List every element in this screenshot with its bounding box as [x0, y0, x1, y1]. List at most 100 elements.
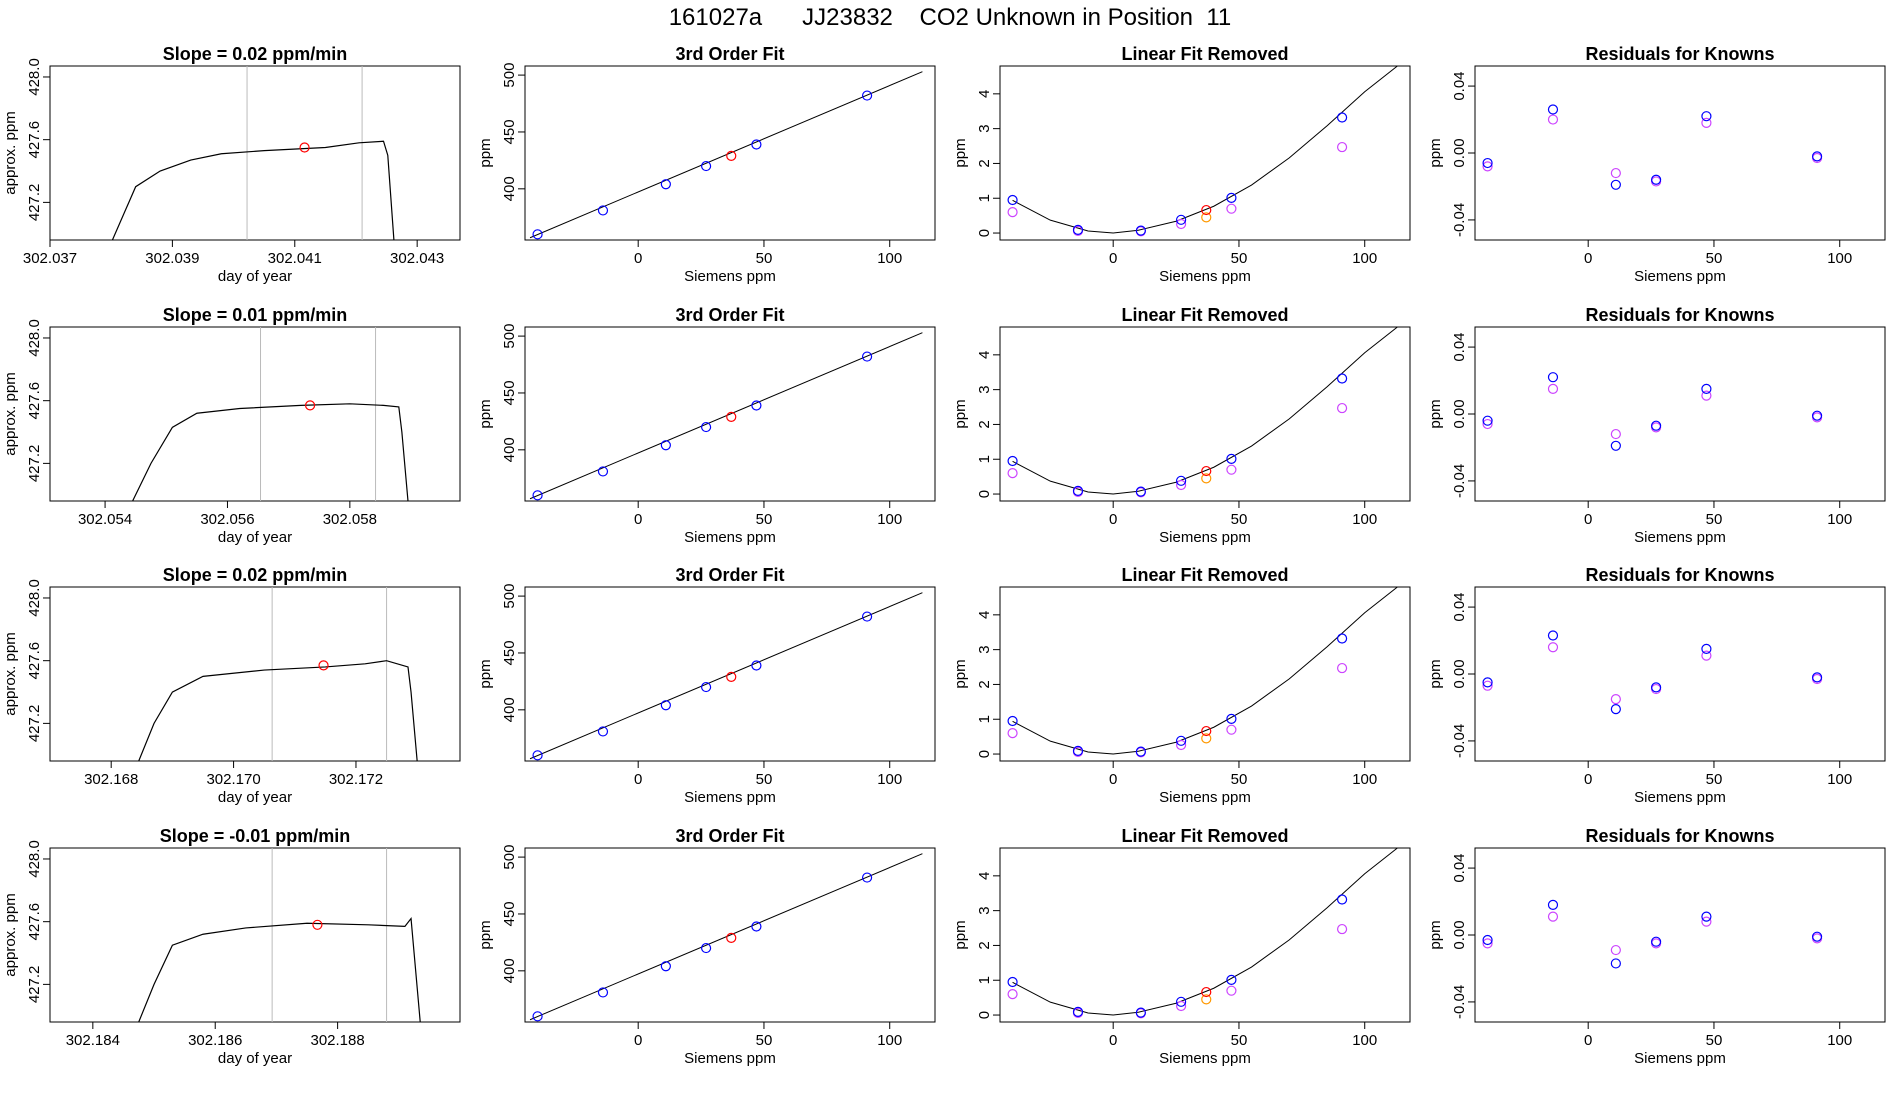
known-point: [660, 440, 671, 451]
y-tick-label: 427.2: [26, 966, 43, 1004]
plot-frame: [999, 65, 1411, 241]
mean-marker-point: [304, 400, 316, 411]
panel-residuals-row3: Residuals for Knowns 0 50 100 -0.04 0.00 0.04 S…: [1427, 565, 1886, 806]
x-tick-label: 100: [1352, 250, 1377, 267]
known-point: [1651, 174, 1662, 185]
y-tick-label: 1: [976, 715, 993, 723]
violet-point: [1336, 662, 1348, 674]
violet-point: [1336, 402, 1348, 414]
known-point: [1547, 899, 1559, 910]
y-tick-label: 2: [976, 420, 993, 428]
y-tick-label: 0.00: [1451, 399, 1468, 428]
plot-frame: [999, 847, 1411, 1023]
plot-area: [1482, 899, 1823, 969]
x-tick-label: 0: [1584, 771, 1592, 788]
y-tick-label: -0.04: [1451, 464, 1468, 498]
panel-timeseries-row4: Slope = -0.01 ppm/min 302.184 302.186 302.1…: [2, 826, 461, 1067]
y-tick-label: 3: [976, 906, 993, 914]
known-point: [1007, 976, 1018, 988]
panel-linear_removed-row3: Linear Fit Removed 0 50 100 0 1 2 3 4 Siemens ppm…: [952, 565, 1411, 806]
known-point: [1651, 420, 1662, 431]
panel-title: Slope = 0.02 ppm/min: [163, 44, 348, 64]
y-tick-label: 400: [501, 697, 518, 722]
y-tick-label: 0.00: [1451, 138, 1468, 167]
known-point: [861, 611, 873, 622]
x-tick-label: 302.188: [310, 1032, 364, 1049]
y-tick-label: -0.04: [1451, 985, 1468, 1019]
violet-point: [1547, 911, 1559, 922]
x-tick-label: 302.170: [206, 771, 260, 788]
fit-line: [529, 71, 923, 239]
known-point: [1482, 677, 1493, 688]
mean-marker-point: [318, 660, 329, 671]
plot-frame: [524, 847, 936, 1023]
y-axis-label: ppm: [952, 659, 969, 688]
violet-point: [1336, 141, 1348, 153]
x-tick-label: 302.172: [329, 771, 383, 788]
known-point: [597, 205, 609, 216]
known-point: [751, 921, 762, 932]
x-tick-label: 0: [1584, 250, 1592, 267]
y-tick-label: 450: [501, 901, 518, 926]
unknown-point: [1201, 986, 1212, 998]
x-tick-label: 0: [1109, 771, 1117, 788]
known-point: [1135, 1007, 1146, 1018]
x-axis-label: day of year: [218, 529, 292, 546]
panel-linear_removed-row4: Linear Fit Removed 0 50 100 0 1 2 3 4 Siemens ppm…: [952, 826, 1411, 1067]
violet-point: [1701, 916, 1712, 927]
known-point: [597, 466, 609, 477]
plot-area: [111, 66, 395, 240]
unknown-point: [726, 932, 737, 943]
y-tick-label: 2: [976, 941, 993, 949]
known-point: [532, 750, 543, 761]
known-point: [1336, 633, 1348, 644]
known-point: [751, 139, 762, 150]
x-tick-label: 302.054: [78, 511, 132, 528]
x-tick-label: 302.039: [145, 250, 199, 267]
y-tick-label: 4: [976, 872, 993, 880]
x-tick-label: 50: [1231, 1032, 1248, 1049]
panel-residuals-row4: Residuals for Knowns 0 50 100 -0.04 0.00 0.04 S…: [1427, 826, 1886, 1067]
y-tick-label: 400: [501, 176, 518, 201]
y-axis-label: approx. ppm: [2, 893, 19, 976]
violet-point: [1482, 161, 1493, 172]
x-tick-label: 302.184: [66, 1032, 120, 1049]
y-axis-label: approx. ppm: [2, 372, 19, 455]
panel-fit-row3: 3rd Order Fit 0 50 100 400 450 500 Siemens ppm p…: [477, 565, 936, 806]
x-tick-label: 0: [634, 1032, 642, 1049]
known-point: [1336, 373, 1348, 384]
known-point: [532, 1011, 543, 1022]
plot-area: [1007, 848, 1398, 1019]
known-point: [1007, 715, 1018, 727]
x-axis-label: Siemens ppm: [684, 1050, 776, 1067]
plot-area: [529, 71, 923, 240]
x-tick-label: 50: [1706, 250, 1723, 267]
x-tick-label: 100: [1827, 250, 1852, 267]
y-tick-label: 4: [976, 611, 993, 619]
panel-linear_removed-row2: Linear Fit Removed 0 50 100 0 1 2 3 4 Siemens ppm…: [952, 305, 1411, 546]
plot-frame: [49, 586, 461, 762]
known-point: [1336, 894, 1348, 905]
x-axis-label: Siemens ppm: [1634, 268, 1726, 285]
y-tick-label: 428.0: [26, 579, 43, 617]
violet-point: [1610, 944, 1621, 956]
plot-frame: [999, 326, 1411, 502]
residual-curve: [1012, 587, 1398, 755]
x-tick-label: 100: [877, 1032, 902, 1049]
violet-point: [1226, 724, 1237, 735]
x-tick-label: 50: [1706, 511, 1723, 528]
x-tick-label: 0: [634, 511, 642, 528]
orange-point: [1201, 473, 1212, 484]
plot-frame: [1474, 586, 1886, 762]
known-point: [701, 681, 712, 693]
y-axis-label: ppm: [952, 138, 969, 167]
plot-area: [132, 327, 409, 501]
unknown-point: [1201, 465, 1212, 477]
known-point: [1811, 672, 1823, 683]
y-tick-label: 0: [976, 1011, 993, 1019]
plot-area: [529, 332, 923, 501]
known-point: [1072, 485, 1084, 497]
x-axis-label: Siemens ppm: [1159, 789, 1251, 806]
orange-point: [1201, 212, 1212, 223]
known-point: [660, 961, 671, 972]
